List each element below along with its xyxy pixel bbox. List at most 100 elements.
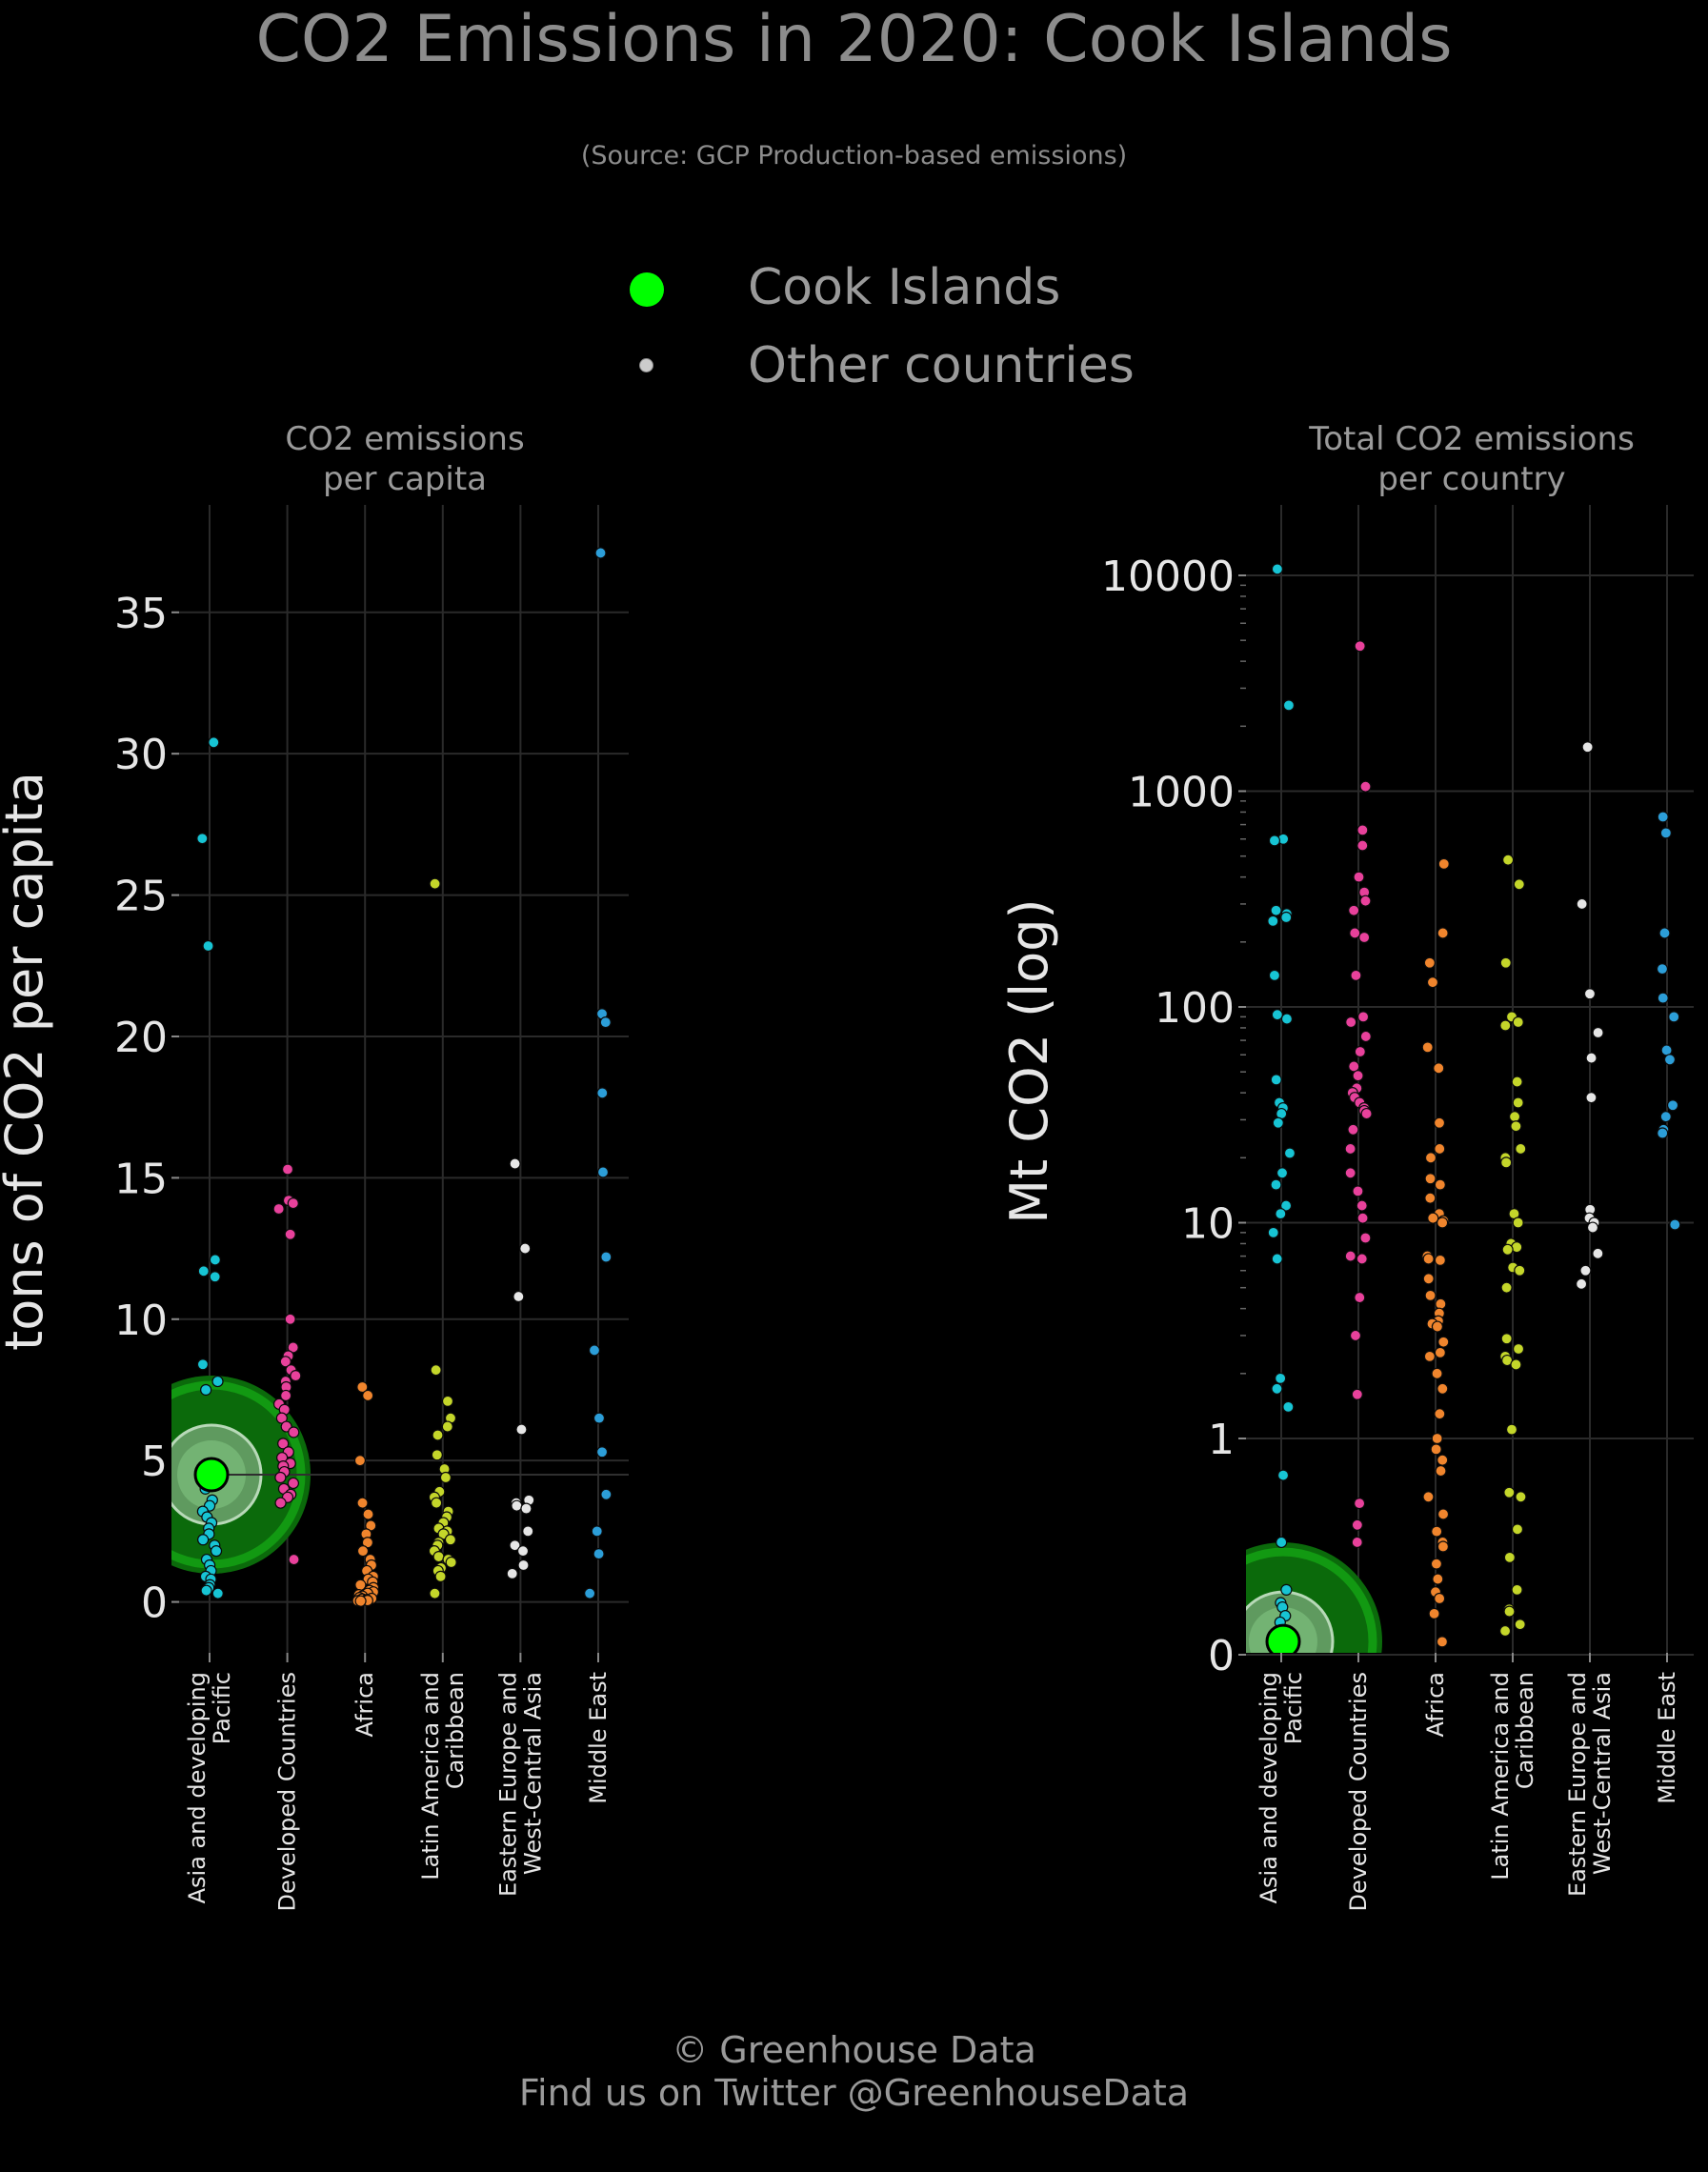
point-total-africa-1 bbox=[1437, 927, 1449, 939]
point-total-asia-and-developing-pacific-28 bbox=[1280, 1583, 1293, 1597]
ytick-label-total-3: 100 bbox=[1155, 984, 1235, 1033]
panel-title-total-line2: per country bbox=[1377, 460, 1566, 498]
point-per-capita-africa-3 bbox=[356, 1497, 369, 1509]
point-per-capita-middle-east-9 bbox=[600, 1488, 613, 1500]
point-total-asia-and-developing-pacific-3 bbox=[1268, 835, 1281, 847]
point-total-latin-america-and-caribbean-8 bbox=[1508, 1111, 1521, 1123]
point-total-africa-41 bbox=[1430, 1558, 1443, 1570]
point-total-latin-america-and-caribbean-27 bbox=[1503, 1486, 1516, 1498]
point-total-africa-17 bbox=[1422, 1253, 1435, 1265]
point-total-developed-countries-11 bbox=[1356, 1011, 1370, 1023]
point-total-africa-25 bbox=[1431, 1320, 1444, 1333]
point-per-capita-middle-east-5 bbox=[600, 1251, 613, 1263]
point-per-capita-eastern-europe-and-west-central-asia-8 bbox=[522, 1525, 534, 1538]
point-total-eastern-europe-and-west-central-asia-9 bbox=[1586, 1221, 1599, 1234]
point-total-latin-america-and-caribbean-31 bbox=[1511, 1583, 1523, 1597]
point-total-africa-8 bbox=[1424, 1152, 1437, 1164]
point-per-capita-latin-america-and-caribbean-24 bbox=[445, 1556, 457, 1569]
point-total-developed-countries-24 bbox=[1347, 1123, 1359, 1136]
point-total-developed-countries-13 bbox=[1359, 1030, 1372, 1043]
point-total-asia-and-developing-pacific-20 bbox=[1275, 1208, 1287, 1220]
point-total-eastern-europe-and-west-central-asia-2 bbox=[1583, 988, 1597, 1000]
point-total-latin-america-and-caribbean-17 bbox=[1501, 1243, 1514, 1256]
panel-title-total-line1: Total CO2 emissions bbox=[1309, 420, 1635, 458]
point-per-capita-eastern-europe-and-west-central-asia-12 bbox=[506, 1567, 518, 1579]
point-total-developed-countries-1 bbox=[1359, 780, 1372, 793]
point-total-eastern-europe-and-west-central-asia-11 bbox=[1579, 1264, 1592, 1277]
point-per-capita-middle-east-2 bbox=[599, 1016, 612, 1029]
point-total-asia-and-developing-pacific-18 bbox=[1270, 1178, 1282, 1191]
point-per-capita-developed-countries-5 bbox=[284, 1313, 296, 1325]
point-per-capita-latin-america-and-caribbean-8 bbox=[439, 1471, 452, 1484]
ytick-label-total-4: 1000 bbox=[1128, 769, 1235, 817]
highlight-point-per-capita bbox=[193, 1457, 230, 1493]
footer-twitter: Find us on Twitter @GreenhouseData bbox=[518, 2072, 1190, 2114]
category-label-latin-america-and-caribbean-line1: Latin America and bbox=[1487, 1672, 1514, 1880]
ytick-label-per-capita-1: 5 bbox=[141, 1438, 168, 1486]
point-total-latin-america-and-caribbean-35 bbox=[1498, 1624, 1512, 1638]
point-per-capita-africa-1 bbox=[362, 1389, 374, 1402]
point-total-africa-35 bbox=[1435, 1464, 1447, 1478]
point-total-africa-13 bbox=[1427, 1212, 1439, 1224]
point-total-africa-26 bbox=[1437, 1336, 1450, 1348]
point-total-middle-east-9 bbox=[1659, 1111, 1672, 1123]
point-per-capita-latin-america-and-caribbean-27 bbox=[434, 1570, 447, 1582]
point-total-latin-america-and-caribbean-29 bbox=[1511, 1523, 1524, 1536]
point-per-capita-eastern-europe-and-west-central-asia-3 bbox=[515, 1423, 528, 1436]
point-total-latin-america-and-caribbean-34 bbox=[1514, 1619, 1526, 1631]
chart-subtitle: (Source: GCP Production-based emissions) bbox=[580, 141, 1128, 171]
point-total-developed-countries-25 bbox=[1344, 1142, 1356, 1156]
point-per-capita-asia-and-developing-pacific-7 bbox=[211, 1375, 224, 1388]
panel-total: 0 1 10 100 1000 10000 Asia and developingPacif… bbox=[999, 505, 1694, 1912]
point-total-middle-east-8 bbox=[1666, 1099, 1679, 1112]
point-total-africa-46 bbox=[1436, 1636, 1449, 1648]
point-per-capita-asia-and-developing-pacific-30 bbox=[211, 1587, 224, 1599]
point-per-capita-middle-east-4 bbox=[596, 1166, 610, 1178]
point-total-africa-4 bbox=[1421, 1041, 1434, 1054]
category-label-africa: Africa bbox=[1422, 1672, 1449, 1737]
point-total-latin-america-and-caribbean-30 bbox=[1503, 1551, 1516, 1563]
point-total-developed-countries-26 bbox=[1344, 1167, 1356, 1179]
category-label-middle-east: Middle East bbox=[585, 1672, 612, 1804]
point-total-developed-countries-29 bbox=[1356, 1212, 1369, 1224]
category-label-asia-and-developing-pacific-line1: Asia and developing bbox=[1256, 1672, 1282, 1903]
ytick-label-total-0: 0 bbox=[1208, 1632, 1235, 1680]
point-total-developed-countries-28 bbox=[1356, 1199, 1368, 1212]
category-label-asia-and-developing-pacific-line2: Pacific bbox=[209, 1672, 235, 1744]
point-total-africa-42 bbox=[1432, 1573, 1444, 1585]
point-total-latin-america-and-caribbean-0 bbox=[1502, 854, 1515, 866]
category-label-africa: Africa bbox=[352, 1672, 378, 1737]
point-total-developed-countries-23 bbox=[1360, 1107, 1373, 1120]
point-total-africa-34 bbox=[1437, 1454, 1449, 1466]
point-total-africa-11 bbox=[1424, 1192, 1437, 1204]
panel-title-total: Total CO2 emissions per country bbox=[1238, 419, 1705, 499]
point-total-middle-east-1 bbox=[1659, 827, 1672, 839]
point-per-capita-latin-america-and-caribbean-5 bbox=[432, 1429, 444, 1441]
point-per-capita-africa-8 bbox=[356, 1545, 370, 1558]
point-per-capita-asia-and-developing-pacific-4 bbox=[197, 1265, 210, 1277]
point-total-asia-and-developing-pacific-16 bbox=[1283, 1147, 1296, 1159]
ytick-label-total-1: 1 bbox=[1208, 1416, 1235, 1464]
panel-title-per-capita-line1: CO2 emissions bbox=[285, 420, 525, 458]
ytick-label-per-capita-6: 30 bbox=[114, 731, 168, 779]
point-total-asia-and-developing-pacific-23 bbox=[1275, 1372, 1287, 1384]
point-per-capita-developed-countries-31 bbox=[288, 1553, 300, 1566]
halo-ring bbox=[1246, 1547, 1377, 1653]
point-total-africa-15 bbox=[1437, 1217, 1449, 1229]
point-total-middle-east-3 bbox=[1656, 963, 1669, 975]
point-per-capita-developed-countries-3 bbox=[272, 1202, 285, 1216]
point-total-middle-east-12 bbox=[1669, 1218, 1681, 1231]
point-total-developed-countries-9 bbox=[1358, 931, 1371, 944]
ytick-label-total-5: 10000 bbox=[1101, 553, 1235, 601]
point-total-developed-countries-32 bbox=[1356, 1253, 1368, 1265]
point-total-latin-america-and-caribbean-33 bbox=[1503, 1605, 1516, 1618]
point-per-capita-eastern-europe-and-west-central-asia-0 bbox=[509, 1157, 521, 1170]
point-total-latin-america-and-caribbean-14 bbox=[1512, 1217, 1524, 1229]
category-label-latin-america-and-caribbean-line2: Caribbean bbox=[442, 1672, 469, 1789]
point-per-capita-latin-america-and-caribbean-4 bbox=[441, 1420, 453, 1433]
point-total-africa-20 bbox=[1424, 1289, 1437, 1301]
point-total-developed-countries-4 bbox=[1353, 871, 1365, 883]
point-per-capita-asia-and-developing-pacific-29 bbox=[200, 1584, 212, 1597]
point-per-capita-africa-2 bbox=[353, 1455, 367, 1467]
point-per-capita-middle-east-0 bbox=[594, 547, 607, 559]
